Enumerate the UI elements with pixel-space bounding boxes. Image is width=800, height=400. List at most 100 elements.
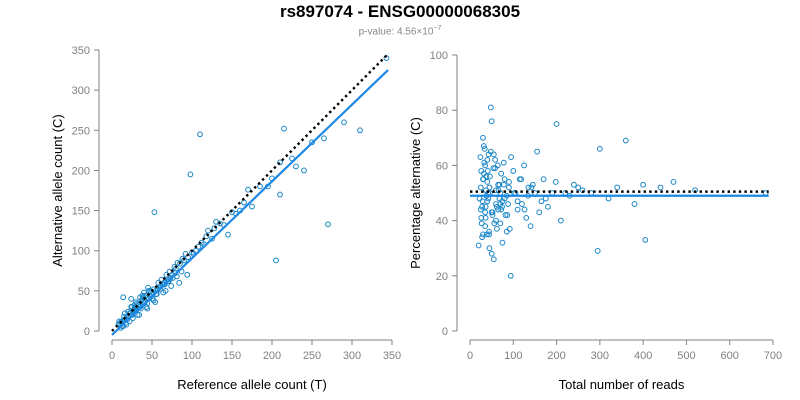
- left-data-point: [157, 286, 163, 293]
- right-data-point: [534, 148, 540, 155]
- right-y-tick-label: 40: [436, 216, 448, 228]
- right-data-point: [514, 198, 521, 205]
- right-data-point: [490, 165, 497, 172]
- right-data-point: [481, 159, 488, 166]
- left-data-point: [211, 225, 218, 232]
- left-data-point: [197, 131, 203, 138]
- right-data-point: [483, 231, 490, 238]
- right-data-point: [525, 184, 532, 191]
- left-data-point: [133, 299, 139, 305]
- left-data-point: [301, 167, 307, 174]
- left-data-point: [321, 135, 327, 142]
- left-data-point: [203, 233, 210, 240]
- right-data-point: [596, 145, 603, 152]
- right-x-tick-label: 0: [467, 350, 473, 362]
- left-fit-line: [111, 69, 389, 336]
- right-data-point: [528, 184, 535, 191]
- right-data-point: [481, 145, 488, 152]
- right-data-point: [503, 228, 510, 235]
- right-data-point: [478, 220, 485, 227]
- right-data-point: [657, 184, 664, 191]
- p-value-exponent: −7: [433, 25, 442, 32]
- right-data-point: [552, 179, 559, 185]
- left-data-point: [184, 271, 191, 278]
- right-data-point: [488, 250, 495, 257]
- right-data-point: [558, 217, 564, 224]
- right-data-point: [570, 181, 577, 188]
- right-data-point: [622, 137, 629, 144]
- right-data-point: [501, 176, 508, 183]
- right-data-point: [642, 237, 649, 243]
- left-y-tick-label: 300: [72, 85, 90, 97]
- right-data-point: [514, 206, 521, 213]
- left-data-point: [281, 125, 287, 132]
- left-data-point: [168, 283, 175, 289]
- right-data-point: [487, 173, 493, 180]
- left-data-point: [116, 318, 123, 325]
- right-x-tick-label: 100: [504, 350, 522, 362]
- right-data-point: [495, 206, 502, 213]
- left-data-point: [241, 199, 247, 206]
- right-data-point: [553, 121, 560, 127]
- right-data-point: [493, 225, 500, 232]
- right-data-point: [489, 212, 496, 218]
- right-data-point: [484, 156, 491, 163]
- left-reference-line: [111, 53, 389, 332]
- right-data-point: [479, 234, 486, 241]
- right-data-point: [670, 179, 677, 185]
- left-data-point: [245, 186, 251, 193]
- right-data-point: [575, 184, 582, 191]
- right-x-tick-label: 200: [547, 350, 565, 362]
- right-data-point: [485, 151, 492, 158]
- right-data-point: [519, 201, 525, 207]
- right-data-point: [499, 239, 506, 246]
- right-data-point: [497, 220, 504, 227]
- right-data-point: [484, 179, 491, 185]
- right-data-point: [506, 184, 512, 191]
- left-y-tick-label: 150: [72, 206, 90, 218]
- left-x-tick-label: 50: [146, 350, 158, 362]
- right-data-point: [500, 181, 507, 188]
- left-data-point: [225, 231, 231, 238]
- left-y-tick-label: 0: [84, 326, 90, 338]
- left-x-tick-label: 200: [263, 350, 281, 362]
- left-x-tick-label: 0: [109, 350, 115, 362]
- left-data-point: [357, 127, 363, 134]
- right-data-point: [506, 225, 513, 232]
- right-data-point: [488, 118, 495, 125]
- left-data-point: [187, 171, 194, 178]
- left-data-point: [309, 139, 315, 146]
- right-data-point: [480, 231, 486, 238]
- right-data-point: [486, 245, 493, 252]
- right-data-point: [505, 201, 511, 207]
- right-data-point: [499, 203, 505, 210]
- right-data-point: [475, 242, 482, 249]
- left-data-point: [213, 218, 219, 225]
- right-data-point: [614, 184, 621, 191]
- right-data-point: [482, 223, 489, 230]
- left-data-point: [229, 209, 235, 216]
- left-data-point: [249, 203, 255, 210]
- right-data-point: [504, 212, 511, 218]
- right-data-point: [480, 134, 486, 141]
- left-data-point: [277, 159, 283, 166]
- right-data-point: [494, 162, 501, 169]
- right-data-point: [477, 154, 484, 161]
- left-data-point: [151, 209, 158, 216]
- right-data-point: [490, 151, 497, 158]
- right-data-point: [631, 201, 638, 207]
- right-data-point: [502, 212, 509, 218]
- left-data-point: [161, 281, 167, 288]
- left-y-tick-label: 250: [72, 125, 90, 137]
- right-data-point: [486, 184, 493, 191]
- left-data-point: [176, 279, 183, 286]
- right-x-tick-label: 700: [764, 350, 782, 362]
- right-data-point: [484, 168, 491, 174]
- right-data-point: [482, 162, 489, 169]
- left-data-point: [120, 294, 127, 301]
- left-data-point: [128, 304, 135, 310]
- right-y-tick-label: 100: [430, 50, 448, 62]
- left-x-tick-label: 250: [303, 350, 321, 362]
- left-y-tick-label: 100: [72, 246, 90, 258]
- right-data-point: [523, 214, 530, 221]
